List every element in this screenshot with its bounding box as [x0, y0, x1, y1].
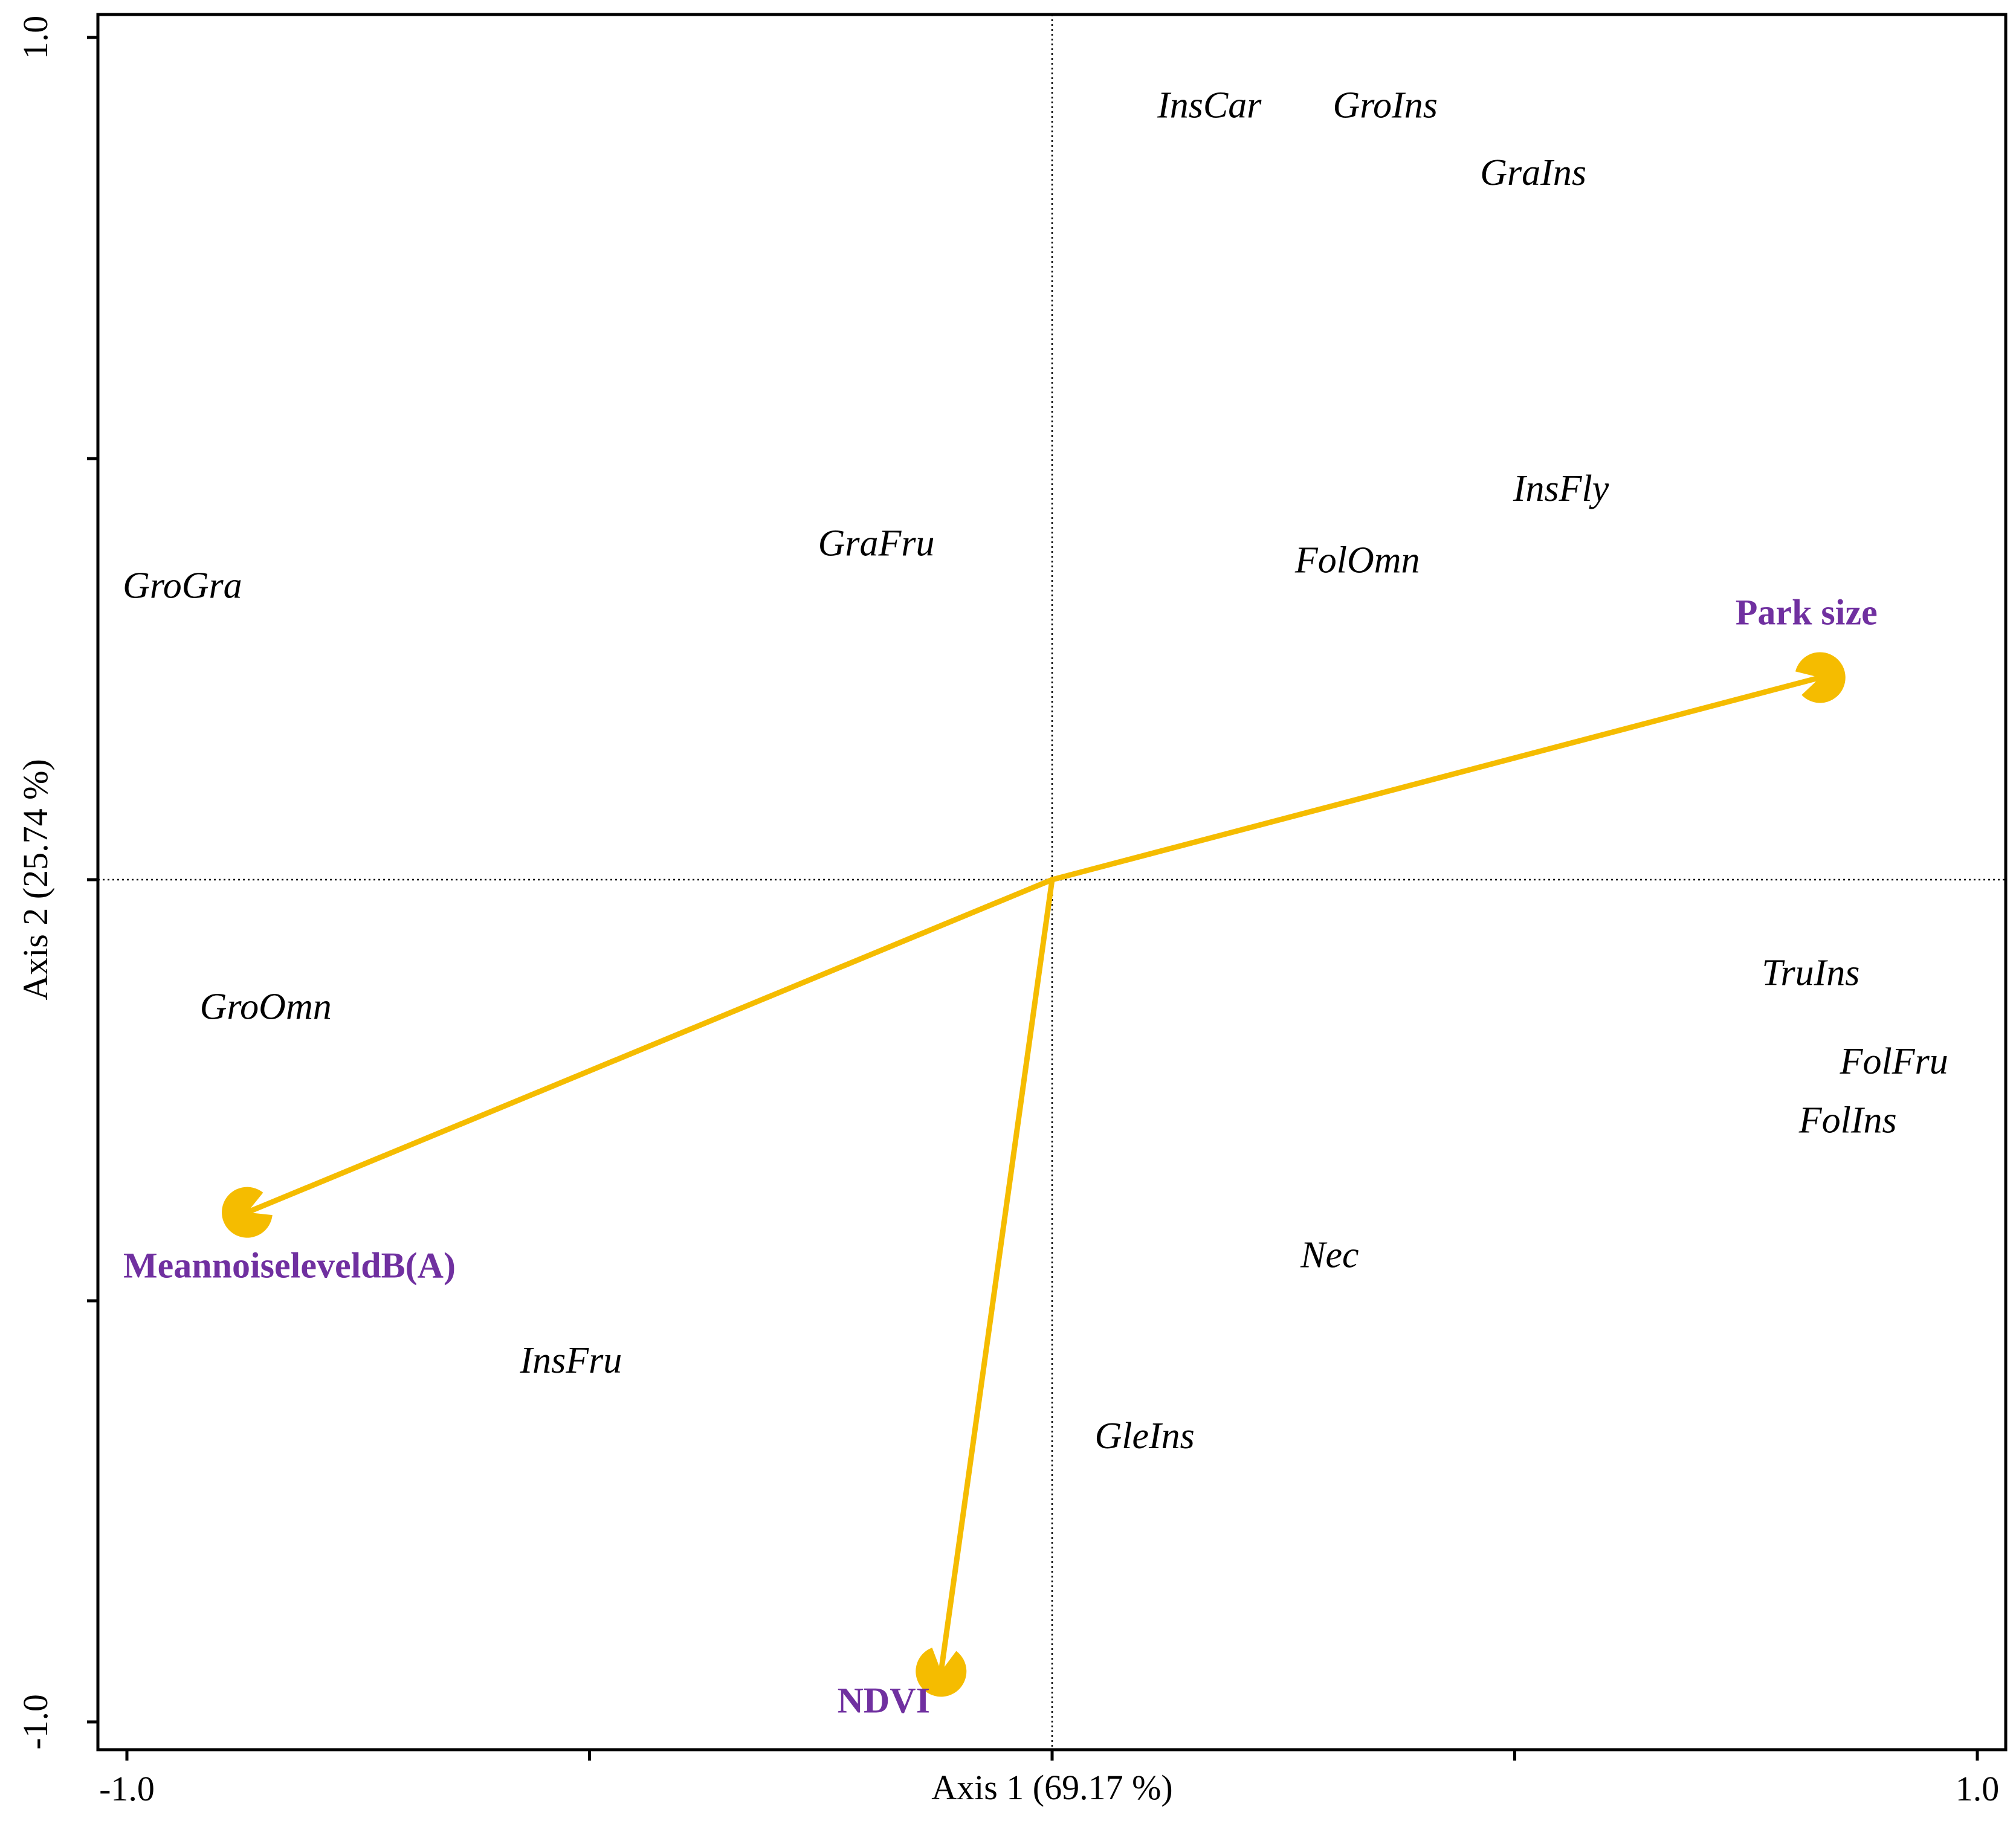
vector-arrowhead: [1795, 652, 1846, 703]
species-label-grafru: GraFru: [818, 523, 935, 564]
vector-label: NDVI: [838, 1680, 930, 1720]
species-label-groomn: GroOmn: [200, 986, 332, 1027]
species-labels: InsCar GroIns GraIns InsFly FolOmn GraFru GroG…: [123, 85, 1948, 1457]
vector-park-size: Park size: [1049, 592, 1878, 883]
species-label-groins: GroIns: [1333, 85, 1437, 126]
vector-meannoiseleveldb-a: MeannoiseleveldB(A): [123, 877, 1055, 1286]
species-label-grains: GraIns: [1480, 152, 1586, 193]
vector-arrowhead: [916, 1648, 967, 1697]
y-tick-label: 1.0: [16, 16, 55, 60]
y-tick-label: -1.0: [16, 1694, 55, 1750]
vector-line: [1049, 674, 1823, 883]
x-axis-ticks: -1.0 1.0: [99, 1750, 1999, 1808]
vector-line: [938, 877, 1055, 1674]
x-axis-title: Axis 1 (69.17 %): [931, 1768, 1173, 1807]
vector-label: MeannoiseleveldB(A): [123, 1246, 456, 1286]
environmental-vectors: Park size MeannoiseleveldB(A) NDVI: [123, 592, 1878, 1720]
species-label-insfly: InsFly: [1513, 468, 1609, 509]
species-label-nec: Nec: [1300, 1235, 1359, 1276]
species-label-folomn: FolOmn: [1294, 540, 1420, 581]
species-label-truins: TruIns: [1762, 953, 1859, 994]
vector-label: Park size: [1736, 592, 1878, 632]
species-label-gleins: GleIns: [1094, 1416, 1194, 1457]
y-axis-title: Axis 2 (25.74 %): [16, 759, 55, 1001]
vector-ndvi: NDVI: [838, 877, 1055, 1720]
vector-arrowhead: [222, 1187, 273, 1238]
species-label-insfru: InsFru: [519, 1340, 622, 1381]
species-label-grogra: GroGra: [123, 565, 242, 606]
species-label-inscar: InsCar: [1157, 85, 1262, 126]
x-tick-label: 1.0: [1956, 1769, 2000, 1808]
species-label-folfru: FolFru: [1840, 1041, 1948, 1082]
x-tick-label: -1.0: [99, 1769, 155, 1808]
y-axis-ticks: -1.0 1.0: [16, 16, 98, 1750]
species-label-folins: FolIns: [1798, 1100, 1897, 1141]
vector-line: [244, 877, 1055, 1216]
